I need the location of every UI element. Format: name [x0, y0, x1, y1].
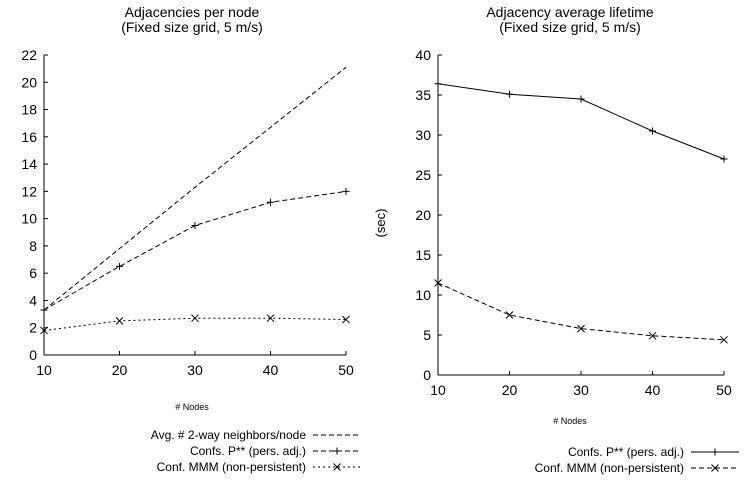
- data-point-plus-marker: [191, 221, 199, 229]
- series-line-3: [43, 317, 347, 331]
- data-point-cross-marker: [720, 335, 728, 344]
- data-point-cross-marker: [434, 279, 442, 287]
- y-tick-label: 0: [29, 347, 37, 363]
- chart-subtitle: (Fixed size grid, 5 m/s): [121, 19, 263, 35]
- data-point-plus-marker: [267, 198, 274, 206]
- y-tick-label: 35: [415, 87, 431, 103]
- data-point-plus-marker: [116, 262, 123, 270]
- data-point-plus-marker: [434, 80, 442, 88]
- data-point-cross-marker: [577, 324, 585, 333]
- legend-label: Confs. P** (pers. adj.): [568, 445, 684, 459]
- data-point-cross-marker: [191, 314, 199, 323]
- y-axis-label: (sec): [373, 209, 388, 238]
- data-point-plus-marker: [720, 155, 728, 163]
- y-tick-label: 18: [21, 102, 37, 118]
- series-line-2: [437, 282, 725, 341]
- data-point-cross-marker: [333, 463, 341, 471]
- y-tick-label: 12: [21, 183, 37, 199]
- y-tick-label: 5: [423, 327, 431, 343]
- x-tick-label: 20: [502, 382, 518, 398]
- y-tick-label: 30: [415, 127, 431, 143]
- plot-area: 0 2 4 6 8 10 12 14 16 18 20 22 10 20 30 40 50: [21, 47, 354, 378]
- y-tick-label: 8: [29, 238, 37, 254]
- data-point-cross-marker: [266, 314, 275, 323]
- y-tick-label: 4: [29, 292, 37, 308]
- data-point-cross-marker: [711, 464, 719, 472]
- legend: Avg. # 2-way neighbors/node Confs. P** (p…: [151, 428, 361, 474]
- data-point-plus-marker: [506, 90, 513, 98]
- data-point-plus-marker: [333, 447, 341, 455]
- data-point-plus-marker: [342, 187, 350, 195]
- y-tick-label: 20: [21, 74, 37, 90]
- y-tick-label: 20: [415, 207, 431, 223]
- chart-adjacencies-per-node: Adjacencies per node (Fixed size grid, 5…: [21, 4, 361, 474]
- x-axis-label: # Nodes: [175, 402, 209, 412]
- legend-label: Conf. MMM (non-persistent): [157, 460, 306, 474]
- data-point-cross-marker: [648, 331, 657, 340]
- legend: Confs. P** (pers. adj.) Conf. MMM (non-pe…: [535, 445, 739, 475]
- y-tick-label: 14: [21, 156, 37, 172]
- data-point-plus-marker: [40, 306, 48, 314]
- y-tick-label: 6: [29, 265, 37, 281]
- chart-title: Adjacency average lifetime: [486, 4, 654, 20]
- legend-label: Conf. MMM (non-persistent): [535, 461, 684, 475]
- x-tick-label: 50: [338, 362, 354, 378]
- data-point-plus-marker: [711, 448, 719, 456]
- chart-title: Adjacencies per node: [125, 4, 260, 20]
- y-tick-label: 2: [29, 320, 37, 336]
- data-point-cross-marker: [342, 315, 350, 324]
- y-tick-label: 0: [423, 367, 431, 383]
- data-point-cross-marker: [505, 311, 514, 319]
- x-tick-label: 20: [112, 362, 128, 378]
- x-tick-label: 30: [187, 362, 203, 378]
- chart-subtitle: (Fixed size grid, 5 m/s): [499, 19, 641, 35]
- legend-label: Confs. P** (pers. adj.): [190, 444, 306, 458]
- x-axis-label: # Nodes: [553, 416, 587, 426]
- x-tick-label: 30: [573, 382, 589, 398]
- series-line-1: [43, 66, 347, 311]
- y-tick-label: 16: [21, 129, 37, 145]
- x-tick-label: 40: [645, 382, 661, 398]
- legend-label: Avg. # 2-way neighbors/node: [151, 428, 307, 442]
- x-tick-label: 40: [263, 362, 279, 378]
- y-tick-label: 40: [415, 47, 431, 63]
- x-tick-label: 10: [36, 362, 52, 378]
- x-tick-label: 10: [430, 382, 446, 398]
- chart-adjacency-average-lifetime: Adjacency average lifetime (Fixed size g…: [373, 4, 739, 475]
- data-point-cross-marker: [40, 326, 48, 335]
- data-point-cross-marker: [115, 317, 124, 325]
- y-tick-label: 22: [21, 47, 37, 63]
- y-tick-label: 10: [415, 287, 431, 303]
- x-tick-label: 50: [716, 382, 732, 398]
- data-point-plus-marker: [577, 95, 585, 103]
- plot-area: 0 5 10 15 20 25 30 35 40 10 20 30 40 50: [415, 47, 732, 398]
- data-point-plus-marker: [649, 127, 656, 135]
- series-line-2: [43, 190, 347, 311]
- series-line-1: [437, 83, 725, 160]
- y-tick-label: 15: [415, 247, 431, 263]
- y-tick-label: 10: [21, 211, 37, 227]
- y-tick-label: 25: [415, 167, 431, 183]
